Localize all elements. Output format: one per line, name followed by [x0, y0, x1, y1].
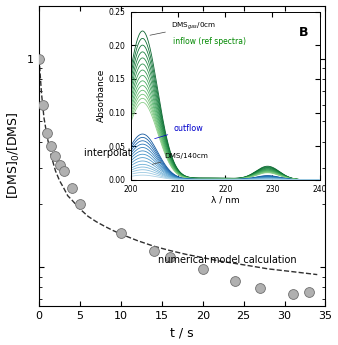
Point: [257, 286, 263, 291]
Point: [200, 266, 206, 272]
Point: [167, 254, 173, 259]
Point: [151, 248, 156, 253]
Point: [41, 102, 46, 108]
Point: [118, 231, 124, 236]
Point: [61, 168, 66, 174]
Text: numerical model calculation: numerical model calculation: [158, 255, 296, 265]
X-axis label: t / s: t / s: [170, 326, 194, 339]
Point: [77, 201, 83, 207]
Point: [233, 278, 238, 284]
Point: [49, 144, 54, 149]
Point: [69, 185, 74, 190]
Point: [45, 130, 50, 136]
Point: [306, 289, 312, 295]
Point: [290, 292, 295, 297]
Point: [37, 56, 42, 61]
Point: [53, 154, 58, 159]
Text: interpolated consumption of DMS: interpolated consumption of DMS: [84, 148, 248, 158]
Point: [57, 162, 62, 167]
Y-axis label: [DMS]$_0$/[DMS]: [DMS]$_0$/[DMS]: [5, 112, 22, 199]
Text: A: A: [289, 109, 300, 125]
